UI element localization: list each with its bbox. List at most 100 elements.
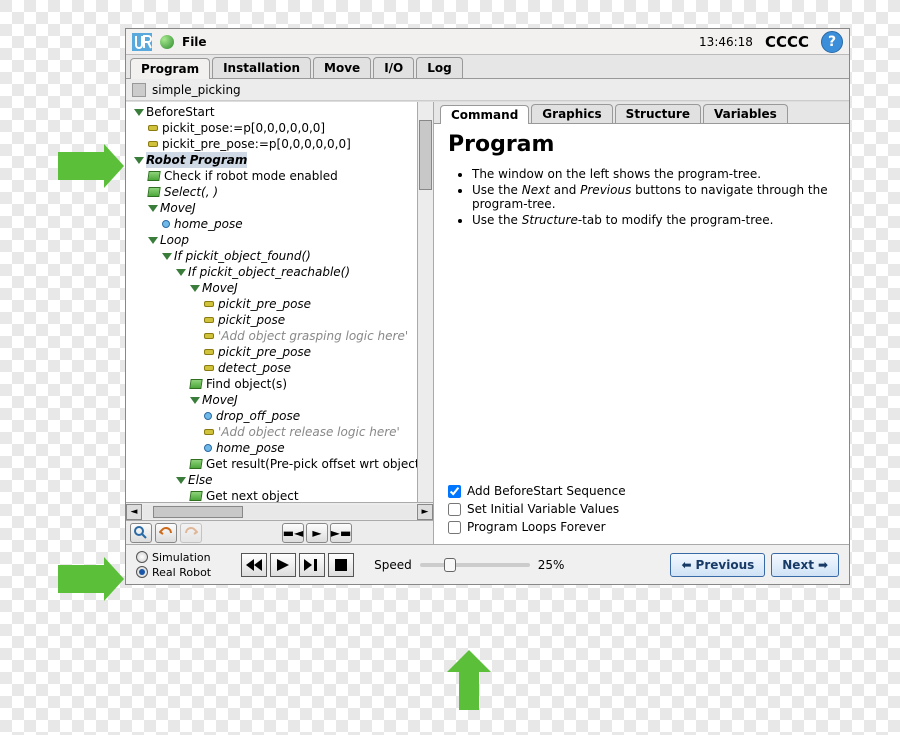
speed-slider[interactable] xyxy=(420,563,530,567)
previous-button[interactable]: ⬅Previous xyxy=(670,553,765,577)
next-button[interactable]: Next➡ xyxy=(771,553,839,577)
scroll-right-icon[interactable]: ► xyxy=(417,504,433,520)
subtab-graphics[interactable]: Graphics xyxy=(531,104,612,123)
tree-row[interactable]: pickit_pre_pose xyxy=(130,344,433,360)
panel-bullet: Use the Structure-tab to modify the prog… xyxy=(472,213,835,227)
tree-vertical-scrollbar[interactable] xyxy=(417,102,433,502)
panel-bullets: The window on the left shows the program… xyxy=(472,167,835,229)
bottom-bar: Simulation Real Robot Speed 25% ⬅Previou… xyxy=(126,544,849,584)
tree-row[interactable]: 'Add object release logic here' xyxy=(130,424,433,440)
tree-row[interactable]: MoveJ xyxy=(130,200,433,216)
tree-row[interactable]: drop_off_pose xyxy=(130,408,433,424)
right-pane: CommandGraphicsStructureVariables Progra… xyxy=(434,102,849,544)
rewind-button[interactable] xyxy=(241,553,267,577)
panel-bullet: The window on the left shows the program… xyxy=(472,167,835,181)
check-initvars[interactable]: Set Initial Variable Values xyxy=(448,500,835,518)
tree-row[interactable]: MoveJ xyxy=(130,280,433,296)
tree-row[interactable]: If pickit_object_reachable() xyxy=(130,264,433,280)
globe-icon[interactable] xyxy=(160,35,174,49)
mode-simulation[interactable]: Simulation xyxy=(136,551,211,564)
main-tabs: ProgramInstallationMoveI/OLog xyxy=(126,55,849,79)
file-bar: simple_picking xyxy=(126,79,849,101)
annotation-arrow xyxy=(447,650,491,710)
tree-row[interactable]: home_pose xyxy=(130,440,433,456)
mode-column: Simulation Real Robot xyxy=(136,551,211,579)
step-icon xyxy=(304,559,320,571)
tree-row[interactable]: home_pose xyxy=(130,216,433,232)
subtab-structure[interactable]: Structure xyxy=(615,104,701,123)
redo-icon xyxy=(184,527,198,539)
status-code: CCCC xyxy=(765,33,809,51)
tree-row[interactable]: Get next object xyxy=(130,488,433,502)
check-beforestart[interactable]: Add BeforeStart Sequence xyxy=(448,482,835,500)
annotation-arrow xyxy=(58,152,106,180)
annotation-arrow xyxy=(58,565,106,593)
tree-row[interactable]: BeforeStart xyxy=(130,104,433,120)
body-split: BeforeStartpickit_pose:=p[0,0,0,0,0,0]pi… xyxy=(126,101,849,544)
radio-icon xyxy=(136,566,148,578)
sub-tabs: CommandGraphicsStructureVariables xyxy=(434,102,849,124)
clock: 13:46:18 xyxy=(699,35,753,49)
subtab-command[interactable]: Command xyxy=(440,105,529,124)
tree-row[interactable]: Else xyxy=(130,472,433,488)
tab-move[interactable]: Move xyxy=(313,57,371,78)
search-button[interactable] xyxy=(130,523,152,543)
stop-button[interactable] xyxy=(328,553,354,577)
program-tree[interactable]: BeforeStartpickit_pose:=p[0,0,0,0,0,0]pi… xyxy=(126,102,433,502)
tree-row[interactable]: pickit_pose:=p[0,0,0,0,0,0] xyxy=(130,120,433,136)
tree-row[interactable]: If pickit_object_found() xyxy=(130,248,433,264)
step-button[interactable] xyxy=(299,553,325,577)
speed-value: 25% xyxy=(538,558,565,572)
tab-i/o[interactable]: I/O xyxy=(373,57,414,78)
scroll-left-icon[interactable]: ◄ xyxy=(126,504,142,520)
tree-row[interactable]: 'Add object grasping logic here' xyxy=(130,328,433,344)
tree-row[interactable]: MoveJ xyxy=(130,392,433,408)
step-play-button[interactable]: ► xyxy=(306,523,328,543)
step-next-button[interactable]: ►▬ xyxy=(330,523,352,543)
play-button[interactable] xyxy=(270,553,296,577)
tree-row[interactable]: Robot Program xyxy=(130,152,433,168)
subtab-variables[interactable]: Variables xyxy=(703,104,788,123)
check-loops[interactable]: Program Loops Forever xyxy=(448,518,835,536)
step-prev-button[interactable]: ▬◄ xyxy=(282,523,304,543)
arrow-right-icon: ➡ xyxy=(818,558,828,572)
tree-toolbar: ▬◄ ► ►▬ xyxy=(126,520,433,544)
tree-row[interactable]: pickit_pre_pose xyxy=(130,296,433,312)
tree-row[interactable]: Select(, ) xyxy=(130,184,433,200)
arrow-left-icon: ⬅ xyxy=(681,558,691,572)
command-panel: Program The window on the left shows the… xyxy=(434,124,849,544)
tab-log[interactable]: Log xyxy=(416,57,462,78)
speed-label: Speed xyxy=(374,558,412,572)
speed-control: Speed 25% xyxy=(374,558,564,572)
program-tree-pane: BeforeStartpickit_pose:=p[0,0,0,0,0,0]pi… xyxy=(126,102,434,544)
tree-horizontal-scrollbar[interactable]: ◄ ► xyxy=(126,502,433,520)
tree-row[interactable]: pickit_pre_pose:=p[0,0,0,0,0,0] xyxy=(130,136,433,152)
undo-icon xyxy=(159,527,173,539)
search-icon xyxy=(134,526,148,540)
tree-row[interactable]: detect_pose xyxy=(130,360,433,376)
file-name: simple_picking xyxy=(152,83,241,97)
tree-row[interactable]: pickit_pose xyxy=(130,312,433,328)
undo-button[interactable] xyxy=(155,523,177,543)
panel-heading: Program xyxy=(448,132,835,157)
polyscope-window: File 13:46:18 CCCC ? ProgramInstallation… xyxy=(125,28,850,585)
mode-real-robot[interactable]: Real Robot xyxy=(136,566,211,579)
panel-options: Add BeforeStart Sequence Set Initial Var… xyxy=(448,476,835,536)
tree-row[interactable]: Get result(Pre-pick offset wrt object) xyxy=(130,456,433,472)
file-icon xyxy=(132,83,146,97)
play-icon xyxy=(277,559,289,571)
help-icon[interactable]: ? xyxy=(821,31,843,53)
tree-row[interactable]: Loop xyxy=(130,232,433,248)
ur-logo-icon xyxy=(132,33,152,51)
menu-file[interactable]: File xyxy=(182,35,207,49)
tree-row[interactable]: Check if robot mode enabled xyxy=(130,168,433,184)
transport-controls xyxy=(241,553,354,577)
redo-button[interactable] xyxy=(180,523,202,543)
rewind-icon xyxy=(246,559,262,571)
tree-row[interactable]: Find object(s) xyxy=(130,376,433,392)
menubar: File 13:46:18 CCCC ? xyxy=(126,29,849,55)
tab-program[interactable]: Program xyxy=(130,58,210,79)
radio-icon xyxy=(136,551,148,563)
tab-installation[interactable]: Installation xyxy=(212,57,311,78)
panel-bullet: Use the Next and Previous buttons to nav… xyxy=(472,183,835,211)
